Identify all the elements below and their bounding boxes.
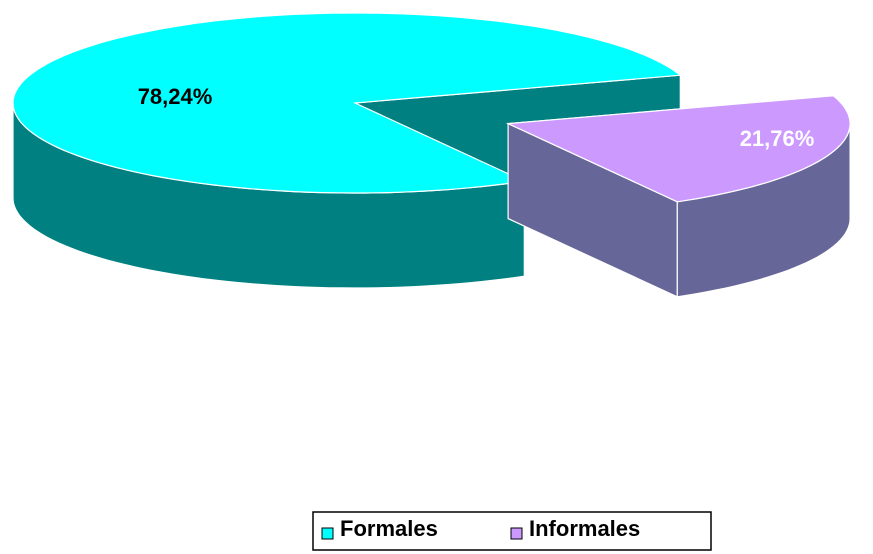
legend-label: Formales xyxy=(340,516,438,541)
pie: 78,24% 21,76% xyxy=(12,12,851,298)
slice xyxy=(505,95,851,203)
slice xyxy=(12,12,682,194)
data-label: 21,76% xyxy=(740,126,815,151)
data-label: 78,24% xyxy=(138,84,213,109)
legend: Formales Informales xyxy=(321,516,640,541)
legend-swatch xyxy=(510,527,523,540)
legend-label: Informales xyxy=(529,516,640,541)
legend-swatch xyxy=(321,527,334,540)
